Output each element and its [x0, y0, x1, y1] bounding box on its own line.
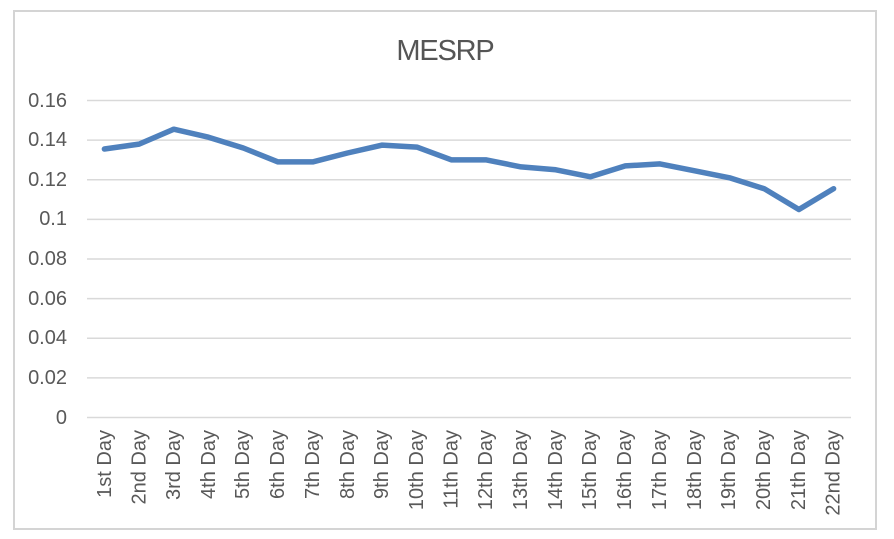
x-tick-label: 16th Day: [614, 430, 637, 511]
x-tick-label: 4th Day: [197, 430, 220, 499]
chart-title: MESRP: [396, 35, 494, 67]
y-tick-label: 0.1: [39, 208, 67, 231]
y-tick-label: 0.06: [28, 287, 67, 310]
x-tick-label: 14th Day: [544, 430, 567, 511]
x-tick-label: 3rd Day: [162, 430, 185, 501]
x-tick-label: 12th Day: [475, 430, 498, 511]
y-tick-label: 0.12: [28, 168, 67, 191]
x-tick-label: 18th Day: [683, 430, 706, 511]
y-tick-label: 0.16: [28, 89, 67, 112]
y-tick-label: 0.08: [28, 248, 67, 270]
y-tick-label: 0.02: [28, 366, 67, 389]
x-tick-label: 2nd Day: [128, 430, 151, 505]
x-tick-label: 7th Day: [301, 430, 324, 499]
x-tick-label: 15th Day: [579, 430, 602, 511]
x-tick-label: 19th Day: [718, 430, 741, 511]
x-tick-label: 20th Day: [753, 430, 776, 511]
x-tick-label: 22nd Day: [822, 430, 845, 516]
x-tick-label: 5th Day: [232, 430, 255, 499]
x-tick-label: 10th Day: [405, 430, 428, 511]
x-tick-label: 11th Day: [440, 430, 463, 509]
x-tick-label: 6th Day: [267, 430, 289, 499]
x-tick-label: 13th Day: [510, 430, 533, 511]
x-tick-label: 17th Day: [649, 430, 671, 511]
x-tick-label: 1st Day: [93, 430, 116, 498]
y-tick-label: 0: [55, 406, 67, 429]
y-tick-label: 0.14: [28, 129, 67, 152]
x-tick-label: 9th Day: [371, 430, 394, 499]
chart-frame: [13, 10, 877, 530]
y-tick-label: 0.04: [28, 327, 67, 350]
x-tick-label: 21th Day: [787, 430, 810, 511]
data-series-line: [101, 126, 837, 213]
x-tick-label: 8th Day: [336, 430, 359, 499]
